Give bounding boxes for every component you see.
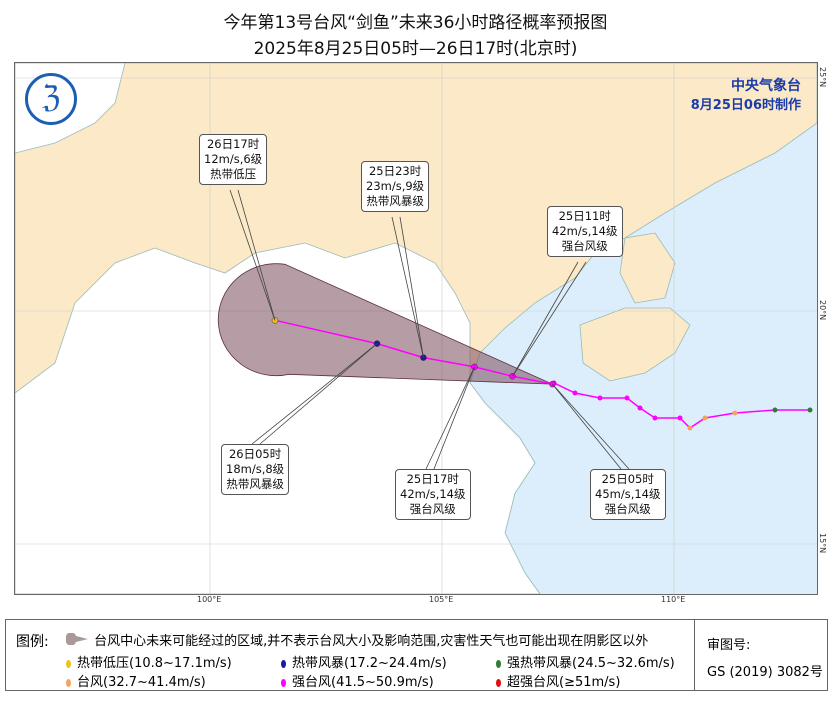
legend-item-label: 强热带风暴(24.5~32.6m/s) (507, 656, 675, 671)
cone-legend-text: 台风中心未来可能经过的区域,并不表示台风大小及影响范围,灾害性天气也可能出现在阴… (94, 634, 649, 649)
legend-item: 强热带风暴(24.5~32.6m/s) (496, 652, 675, 671)
legend-item: 热带低压(10.8~17.1m/s) (66, 652, 232, 671)
map-subtitle: 2025年8月25日05时—26日17时(北京时) (253, 39, 578, 59)
legend-item-label: 热带风暴(17.2~24.4m/s) (292, 656, 447, 671)
land-hainan (579, 307, 691, 382)
past-track-point (687, 425, 693, 431)
leader-line (552, 383, 622, 470)
map-area: ℨ 中央气象台 8月25日06时制作 25日05时 45m/s,14级 强台风级 25… (14, 62, 818, 595)
leader-line (425, 366, 475, 470)
forecast-label: 26日05时 18m/s,8级 热带风暴级 (221, 444, 290, 495)
storm-level-icon (281, 678, 286, 687)
storm-level-icon (496, 659, 501, 668)
forecast-label-level: 强台风级 (561, 239, 608, 253)
lat-tick-label: 25°N (818, 67, 827, 88)
label-leaders (229, 189, 630, 470)
leader-line (552, 383, 630, 470)
forecast-label: 25日23时 23m/s,9级 热带风暴级 (361, 161, 430, 212)
past-track-point (652, 415, 658, 421)
past-track-point (732, 410, 738, 416)
agency-name: 中央气象台 (731, 78, 801, 94)
forecast-label-time: 25日05时 (601, 472, 654, 486)
storm-level-icon (496, 678, 501, 687)
forecast-label: 25日11时 42m/s,14级 强台风级 (547, 206, 623, 257)
past-track-point (572, 390, 578, 396)
forecast-label-wind: 23m/s,9级 (366, 179, 425, 193)
past-track-point (597, 395, 603, 401)
forecast-label-time: 26日17时 (206, 137, 260, 151)
forecast-label-time: 25日11时 (558, 209, 611, 223)
leader-line (259, 343, 378, 445)
leader-line (251, 343, 378, 445)
legend-item: 强台风(41.5~50.9m/s) (281, 671, 434, 690)
legend-item-label: 台风(32.7~41.4m/s) (77, 675, 206, 690)
lon-tick-label: 105°E (429, 595, 454, 604)
legend-title: 图例: (16, 634, 49, 650)
forecast-label-level: 热带风暴级 (366, 194, 424, 208)
leader-line (512, 261, 579, 377)
forecast-label: 25日05时 45m/s,14级 强台风级 (590, 469, 666, 520)
forecast-label-level: 热带风暴级 (226, 477, 284, 491)
forecast-label: 26日17时 12m/s,6级 热带低压 (199, 134, 268, 185)
map-title: 今年第13号台风“剑鱼”未来36小时路径概率预报图 (223, 13, 608, 33)
past-track-point (702, 415, 708, 421)
legend: 图例: 台风中心未来可能经过的区域,并不表示台风大小及影响范围,灾害性天气也可能… (5, 619, 828, 691)
past-track-point (637, 405, 643, 411)
past-track-point (772, 407, 778, 413)
forecast-label-wind: 42m/s,14级 (400, 487, 466, 501)
past-track-point (807, 407, 813, 413)
legend-item: 热带风暴(17.2~24.4m/s) (281, 652, 447, 671)
storm-level-icon (66, 678, 71, 687)
forecast-label-wind: 18m/s,8级 (226, 462, 285, 476)
storm-level-icon (281, 659, 286, 668)
legend-item-label: 热带低压(10.8~17.1m/s) (77, 656, 232, 671)
review-number-panel: 审图号: GS (2019) 3082号 (694, 620, 823, 690)
lon-tick-label: 100°E (197, 595, 222, 604)
storm-level-icon (66, 659, 71, 668)
forecast-label-wind: 42m/s,14级 (552, 224, 618, 238)
leader-line (433, 366, 475, 470)
forecast-label-level: 热带低压 (210, 167, 257, 181)
lat-tick-label: 15°N (818, 533, 827, 554)
forecast-label-time: 25日17时 (406, 472, 459, 486)
forecast-label-time: 25日23时 (368, 164, 422, 178)
forecast-label-level: 强台风级 (604, 502, 651, 516)
forecast-label-time: 26日05时 (228, 447, 282, 461)
forecast-label: 25日17时 42m/s,14级 强台风级 (395, 469, 471, 520)
cone-legend-icon (65, 632, 88, 646)
forecast-track-line (274, 319, 553, 385)
lat-tick-label: 20°N (818, 300, 827, 321)
review-label: 审图号: (707, 638, 751, 653)
leader-line (237, 189, 276, 321)
leader-line (512, 261, 587, 377)
issue-time: 8月25日06时制作 (690, 98, 801, 113)
forecast-label-wind: 45m/s,14级 (595, 487, 661, 501)
forecast-label-level: 强台风级 (409, 502, 456, 516)
lon-tick-label: 110°E (661, 595, 686, 604)
cma-logo: ℨ (25, 73, 77, 125)
review-number: GS (2019) 3082号 (707, 665, 823, 680)
legend-item: 超强台风(≥51m/s) (496, 671, 620, 690)
land-leizhou (619, 232, 676, 304)
past-track-point (677, 415, 683, 421)
legend-item-label: 强台风(41.5~50.9m/s) (292, 675, 434, 690)
leader-line (399, 216, 424, 358)
leader-line (391, 216, 424, 358)
map-canvas (15, 63, 817, 594)
legend-item: 台风(32.7~41.4m/s) (66, 671, 206, 690)
leader-line (229, 189, 276, 321)
forecast-label-wind: 12m/s,6级 (204, 152, 263, 166)
past-track-point (624, 395, 630, 401)
legend-item-label: 超强台风(≥51m/s) (507, 675, 621, 690)
